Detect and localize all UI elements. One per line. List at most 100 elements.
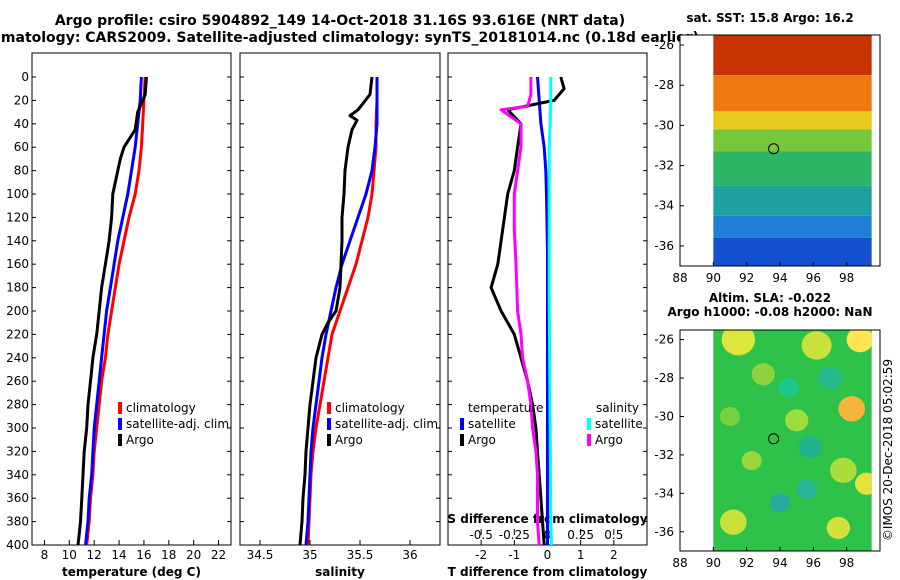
- plot-frame: [239, 52, 441, 546]
- plot-frame: [31, 52, 232, 546]
- title-line-1: Argo profile: csiro 5904892_149 14-Oct-2…: [55, 13, 625, 29]
- map-band: [713, 237, 872, 266]
- y-tick-label: 120: [6, 210, 29, 224]
- x-tick-label: -1: [508, 548, 520, 562]
- y-tick-label: 40: [14, 117, 29, 131]
- map-blob: [720, 406, 740, 426]
- y-tick-label: 400: [6, 538, 29, 552]
- y-tick-label: 0: [21, 70, 29, 84]
- map-x-tick-label: 94: [772, 556, 787, 570]
- y-tick-label: 220: [6, 327, 29, 341]
- map-blob: [801, 331, 832, 360]
- y-tick-label: 280: [6, 398, 29, 412]
- legend-swatch-sal-satellite: [587, 418, 591, 430]
- y-tick-label: 140: [6, 234, 29, 248]
- salinity-panel: 34.5 35 35.5 36 salinity: [239, 52, 441, 579]
- series-argo: [298, 76, 374, 546]
- y-tick-label: 100: [6, 187, 29, 201]
- series-satellite-adj-clim-: [304, 77, 379, 546]
- map-y-tick-label: -34: [654, 199, 674, 213]
- map-y-tick-label: -32: [654, 159, 674, 173]
- x-tick-label: 10: [62, 548, 77, 562]
- map-y-tick-label: -30: [654, 118, 674, 132]
- x-tick-label: 1: [577, 548, 585, 562]
- argo-position-marker: [768, 143, 780, 155]
- x-tick-label: 12: [87, 548, 102, 562]
- y-tick-label: 260: [6, 374, 29, 388]
- salinity-legend: climatology satellite-adj. clim. Argo: [327, 401, 442, 447]
- sla-map: 88 90 92 94 96 98 -26 -28 -30 -32 -34 -36 Altim. SLA…: [654, 291, 881, 570]
- argo-position-marker: [768, 433, 780, 445]
- map-blob: [741, 451, 762, 471]
- series-salinity-argo: [499, 77, 541, 546]
- series-salinity-satellite: [547, 77, 553, 546]
- legend-swatch-argo: [118, 434, 122, 446]
- difference-panel: -2 -1 0 1 2-0.5 -0.25 0 0.25 0.5S difference fro…: [447, 52, 648, 579]
- map-band: [713, 75, 872, 112]
- legend-swatch-satellite-adj: [327, 418, 331, 430]
- legend-label-temp-satellite: satellite: [468, 417, 516, 431]
- legend-swatch-satellite-adj: [118, 418, 122, 430]
- x-axis-label: T difference from climatology: [448, 565, 648, 579]
- map-blob: [818, 366, 842, 390]
- legend-label-satellite-adj: satellite-adj. clim.: [335, 417, 442, 431]
- y-tick-label: 160: [6, 257, 29, 271]
- map-x-tick-label: 92: [739, 556, 754, 570]
- map-blob: [830, 457, 857, 483]
- x-axis-label: salinity: [315, 565, 365, 579]
- y-tick-label: 180: [6, 281, 29, 295]
- legend-label-sal-argo: Argo: [595, 433, 623, 447]
- legend-swatch-temp-satellite: [460, 418, 464, 430]
- map-x-tick-label: 90: [706, 271, 721, 285]
- x-top-tick-label: -0.5: [469, 528, 492, 542]
- x-tick-label: 16: [136, 548, 151, 562]
- series-temperature-satellite: [536, 76, 549, 545]
- legend-header-salinity: salinity: [596, 401, 639, 415]
- map-blob: [785, 409, 809, 432]
- map-band: [713, 151, 872, 186]
- map-title: Altim. SLA: -0.022: [709, 291, 831, 305]
- map-blob: [846, 330, 872, 353]
- map-y-tick-label: -36: [654, 525, 674, 539]
- legend-swatch-climatology: [327, 402, 331, 414]
- x-tick-label: 18: [161, 548, 176, 562]
- watermark: ©IMOS 20-Dec-2018 05:02:59: [881, 359, 895, 541]
- map-y-tick-label: -36: [654, 239, 674, 253]
- legend-header-temperature: temperature: [468, 401, 543, 415]
- map-x-tick-label: 92: [739, 271, 754, 285]
- legend-swatch-climatology: [118, 402, 122, 414]
- legend-label-temp-argo: Argo: [468, 433, 496, 447]
- y-tick-label: 360: [6, 491, 29, 505]
- x-tick-label: 20: [186, 548, 201, 562]
- legend-label-satellite-adj: satellite-adj. clim.: [126, 417, 233, 431]
- y-tick-label: 300: [6, 421, 29, 435]
- legend-swatch-sal-argo: [587, 434, 591, 446]
- x-tick-label: 2: [610, 548, 618, 562]
- map-blob: [751, 363, 775, 386]
- y-tick-label: 80: [14, 164, 29, 178]
- map-band: [713, 129, 872, 152]
- x-tick-label: 8: [41, 548, 49, 562]
- x-top-tick-label: -0.25: [499, 528, 530, 542]
- map-blob: [770, 493, 790, 513]
- x-top-tick-label: 0.25: [567, 528, 594, 542]
- legend-label-argo: Argo: [126, 433, 154, 447]
- map-band: [713, 215, 872, 238]
- map-blob: [778, 378, 799, 398]
- map-blob: [838, 396, 866, 422]
- legend-label-argo: Argo: [335, 433, 363, 447]
- x-axis-label: temperature (deg C): [62, 565, 201, 579]
- y-tick-label: 380: [6, 515, 29, 529]
- map-x-tick-label: 98: [839, 556, 854, 570]
- y-tick-label: 320: [6, 444, 29, 458]
- map-title: sat. SST: 15.8 Argo: 16.2: [686, 11, 853, 25]
- x-top-tick-label: 0.5: [604, 528, 623, 542]
- map-blob: [855, 472, 872, 495]
- map-y-tick-label: -26: [654, 333, 674, 347]
- x-tick-label: 35: [302, 548, 317, 562]
- x-tick-label: 34.5: [247, 548, 274, 562]
- y-tick-label: 340: [6, 468, 29, 482]
- y-tick-label: 20: [14, 93, 29, 107]
- y-tick-label: 240: [6, 351, 29, 365]
